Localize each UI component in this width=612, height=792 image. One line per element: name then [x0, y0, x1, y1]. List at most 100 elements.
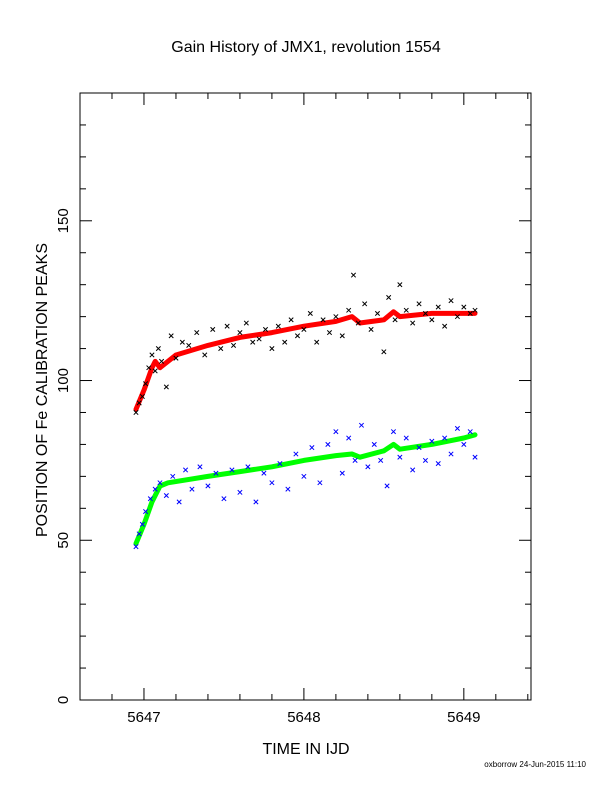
- series-2-point: [472, 454, 478, 460]
- series-1-point: [163, 384, 169, 390]
- series-1-point: [355, 320, 361, 326]
- series-2-point: [384, 483, 390, 489]
- series-2-point: [358, 422, 365, 428]
- series-2-point: [309, 445, 315, 451]
- data-points: [133, 272, 478, 550]
- series-2-point: [371, 441, 377, 447]
- series-1-point: [429, 317, 435, 323]
- series-1-point: [301, 326, 307, 332]
- series-2-point: [229, 467, 235, 473]
- series-1-point: [381, 349, 387, 355]
- series-2-point: [454, 425, 460, 432]
- series-2-point: [213, 470, 219, 476]
- series-2-point: [261, 470, 267, 476]
- series-1-point: [333, 314, 339, 320]
- series-2-point: [435, 461, 441, 467]
- series-2-point: [301, 473, 307, 479]
- y-tick-label: 150: [55, 208, 72, 233]
- series-2-point: [152, 486, 158, 492]
- series-2-point: [293, 451, 299, 457]
- series-1-point: [139, 393, 145, 400]
- series-1-point: [179, 339, 185, 345]
- series-1-point: [346, 307, 352, 313]
- series-2-point: [157, 480, 163, 486]
- series-2-point: [442, 435, 448, 441]
- series-1-point: [368, 326, 374, 332]
- series-2-point: [143, 508, 149, 515]
- series-1-point: [386, 294, 392, 301]
- series-1-point: [307, 310, 313, 316]
- series-1-point: [262, 326, 269, 332]
- y-tick-label: 100: [55, 368, 72, 393]
- series-1-point: [210, 326, 216, 332]
- series-1-point: [250, 339, 256, 345]
- series-1-point: [461, 304, 467, 310]
- series-2-point: [403, 435, 409, 441]
- series-2-point: [448, 451, 454, 457]
- series-1-point: [146, 365, 152, 371]
- series-1-point: [173, 355, 179, 361]
- series-2-point: [277, 461, 283, 467]
- series-2-point: [182, 467, 189, 473]
- series-1-point: [442, 323, 448, 329]
- series-1-point: [282, 339, 288, 345]
- series-2-point: [189, 486, 195, 492]
- series-1-point: [168, 333, 174, 339]
- series-1-point: [422, 310, 429, 316]
- series-1-point: [454, 314, 460, 320]
- series-1-point: [435, 304, 441, 310]
- series-2-point: [365, 464, 371, 470]
- series-1-point: [339, 333, 345, 339]
- series-1-point: [224, 323, 230, 329]
- series-2-point: [352, 457, 358, 463]
- series-2-point: [416, 445, 422, 451]
- series-1-point: [155, 346, 161, 352]
- series-1-point: [269, 346, 275, 352]
- x-tick-label: 5649: [447, 709, 480, 726]
- series-1-point: [256, 336, 262, 342]
- axis-ticks: [79, 92, 531, 701]
- series-1-point: [194, 330, 200, 336]
- series-1-point: [230, 342, 237, 348]
- series-1-point: [159, 358, 165, 364]
- axis-tick-labels: 5647 5648 5649 0 50 100 150: [55, 208, 481, 726]
- series-1-point: [186, 342, 192, 348]
- series-1-point: [136, 400, 142, 406]
- series-1-point: [314, 339, 320, 345]
- series-2-point: [429, 438, 435, 444]
- series-2-point: [163, 492, 169, 499]
- series-1-point: [288, 317, 294, 323]
- footer-credit: oxborrow 24-Jun-2015 11:10: [484, 760, 586, 769]
- series-1-point: [392, 317, 398, 323]
- series-1-point: [467, 310, 473, 316]
- chart-title: Gain History of JMX1, revolution 1554: [171, 39, 441, 56]
- series-2-point: [346, 435, 352, 441]
- series-2-point: [325, 441, 331, 447]
- x-tick-label: 5647: [127, 709, 160, 726]
- series-2-point: [422, 457, 429, 463]
- series-2-point: [410, 467, 416, 473]
- series-1-point: [218, 346, 224, 352]
- series-2-point: [339, 470, 345, 476]
- x-tick-label: 5648: [287, 709, 320, 726]
- series-2-point: [237, 489, 243, 495]
- series-1-point: [472, 307, 478, 313]
- series-1-point: [243, 320, 249, 326]
- series-2-point: [390, 429, 397, 435]
- series-1-point: [275, 323, 281, 329]
- y-axis-label: POSITION OF Fe CALIBRATION PEAKS: [34, 243, 51, 537]
- series-1-point: [416, 301, 422, 307]
- series-2-point: [253, 499, 259, 505]
- series-1-point: [133, 409, 139, 416]
- y-tick-label: 0: [55, 696, 72, 704]
- series-1-point: [149, 352, 155, 358]
- series-2-point: [397, 454, 403, 460]
- series-1-point: [202, 352, 208, 358]
- series-1-point: [410, 320, 416, 326]
- series-1-point: [320, 317, 326, 323]
- series-2-point: [285, 486, 291, 492]
- fit-line-2: [133, 432, 478, 546]
- series-2-point: [269, 480, 275, 486]
- series-1-point: [397, 282, 403, 288]
- series-2-point: [205, 483, 211, 489]
